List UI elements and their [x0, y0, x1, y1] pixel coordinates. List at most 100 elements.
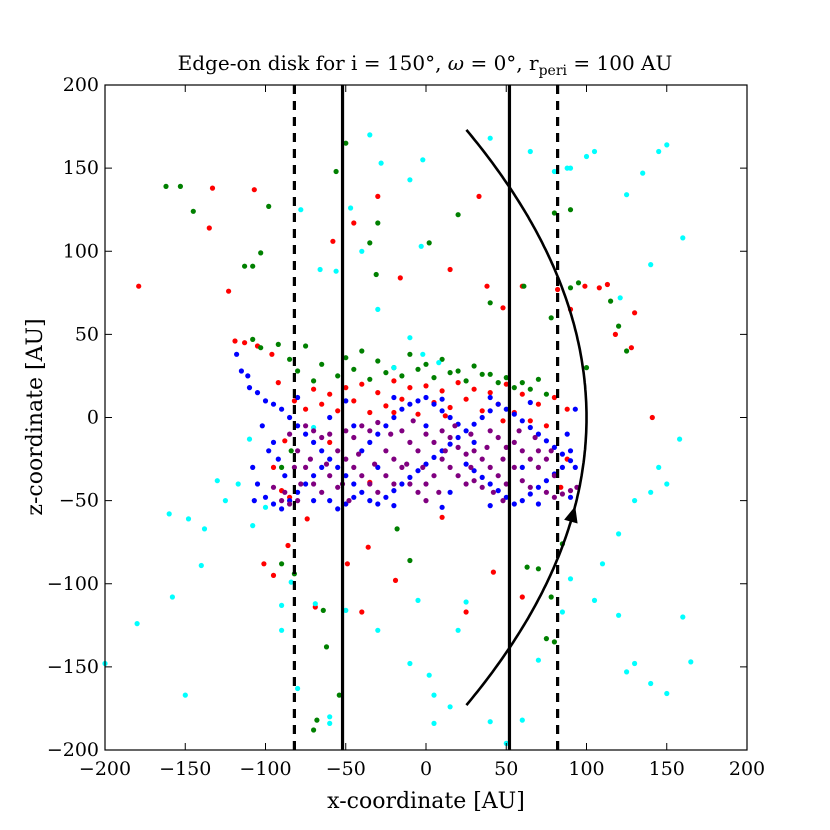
data-point	[604, 281, 611, 288]
x-tick-label: −150	[159, 758, 211, 780]
data-point	[426, 672, 432, 678]
data-point	[415, 489, 421, 495]
data-point	[447, 370, 453, 376]
data-point	[311, 378, 317, 384]
data-point	[439, 408, 445, 414]
data-point	[583, 365, 590, 371]
data-point	[479, 414, 485, 421]
data-point	[511, 501, 517, 507]
data-point	[319, 464, 325, 470]
data-point	[431, 454, 437, 460]
data-point	[487, 300, 493, 306]
data-point	[392, 577, 399, 584]
data-point	[535, 401, 542, 407]
data-point	[404, 461, 410, 467]
data-point	[298, 481, 304, 487]
data-point	[327, 720, 333, 727]
data-point	[343, 355, 349, 361]
data-point	[548, 448, 554, 454]
data-point	[287, 356, 293, 362]
data-point	[375, 390, 381, 396]
data-point	[582, 283, 588, 289]
data-point	[319, 401, 325, 407]
data-point	[479, 456, 485, 462]
data-point	[624, 192, 630, 198]
data-point	[246, 385, 253, 391]
data-point	[487, 481, 493, 487]
data-point	[375, 501, 381, 507]
data-point	[359, 381, 365, 387]
data-point	[624, 348, 630, 354]
data-point	[327, 431, 333, 437]
data-point	[527, 386, 533, 392]
data-point	[359, 248, 365, 254]
data-point	[351, 464, 357, 470]
data-point	[503, 481, 509, 487]
reference-lines	[292, 85, 560, 750]
data-point	[251, 498, 257, 504]
data-point	[319, 434, 325, 441]
x-axis-label: x-coordinate [AU]	[327, 789, 525, 814]
chart-title: Edge-on disk for i = 150°, ω = 0°, rperi…	[178, 51, 673, 79]
data-point	[351, 366, 357, 372]
data-point	[317, 266, 323, 273]
data-point	[436, 360, 442, 366]
data-point	[391, 481, 397, 487]
data-point	[455, 627, 461, 633]
data-point	[439, 428, 445, 434]
data-point	[351, 481, 357, 487]
data-point	[519, 418, 525, 424]
data-point	[484, 444, 490, 450]
data-point	[616, 323, 622, 329]
data-point	[270, 464, 277, 470]
data-point	[373, 271, 379, 278]
data-point	[407, 177, 413, 183]
data-point	[327, 414, 333, 421]
data-point	[447, 464, 453, 470]
data-point	[471, 448, 477, 454]
data-point	[490, 569, 496, 575]
data-point	[335, 408, 341, 414]
data-point	[447, 266, 453, 273]
data-point	[567, 488, 574, 494]
data-point	[495, 488, 501, 494]
data-point	[608, 298, 614, 304]
data-point	[410, 418, 416, 424]
data-point	[383, 423, 389, 429]
data-point	[378, 160, 384, 166]
y-tick-label: −50	[59, 490, 99, 512]
data-point	[394, 526, 400, 532]
data-point	[648, 262, 654, 268]
data-point	[439, 396, 445, 402]
data-point	[163, 183, 169, 189]
data-point	[519, 380, 525, 386]
x-tick-label: 200	[729, 758, 765, 780]
data-point	[527, 399, 533, 406]
data-point	[383, 494, 389, 500]
data-point	[335, 484, 341, 490]
data-point	[375, 627, 381, 633]
data-point	[551, 639, 558, 645]
data-point	[303, 431, 309, 437]
data-point	[407, 660, 413, 667]
data-point	[415, 366, 421, 372]
data-point	[399, 373, 405, 379]
data-point	[375, 431, 381, 437]
data-point	[519, 448, 525, 454]
data-point	[254, 390, 261, 396]
data-point	[431, 401, 437, 407]
data-point	[407, 401, 413, 407]
data-point	[415, 597, 421, 604]
data-point	[266, 448, 272, 454]
data-point	[567, 165, 574, 171]
data-point	[535, 657, 542, 663]
data-point	[391, 394, 397, 401]
data-point	[375, 464, 381, 470]
data-point	[415, 398, 421, 404]
data-point	[270, 439, 277, 445]
data-point	[423, 431, 429, 437]
data-point	[468, 431, 474, 437]
data-point	[287, 414, 293, 421]
data-point	[348, 205, 354, 211]
data-point	[463, 396, 469, 402]
